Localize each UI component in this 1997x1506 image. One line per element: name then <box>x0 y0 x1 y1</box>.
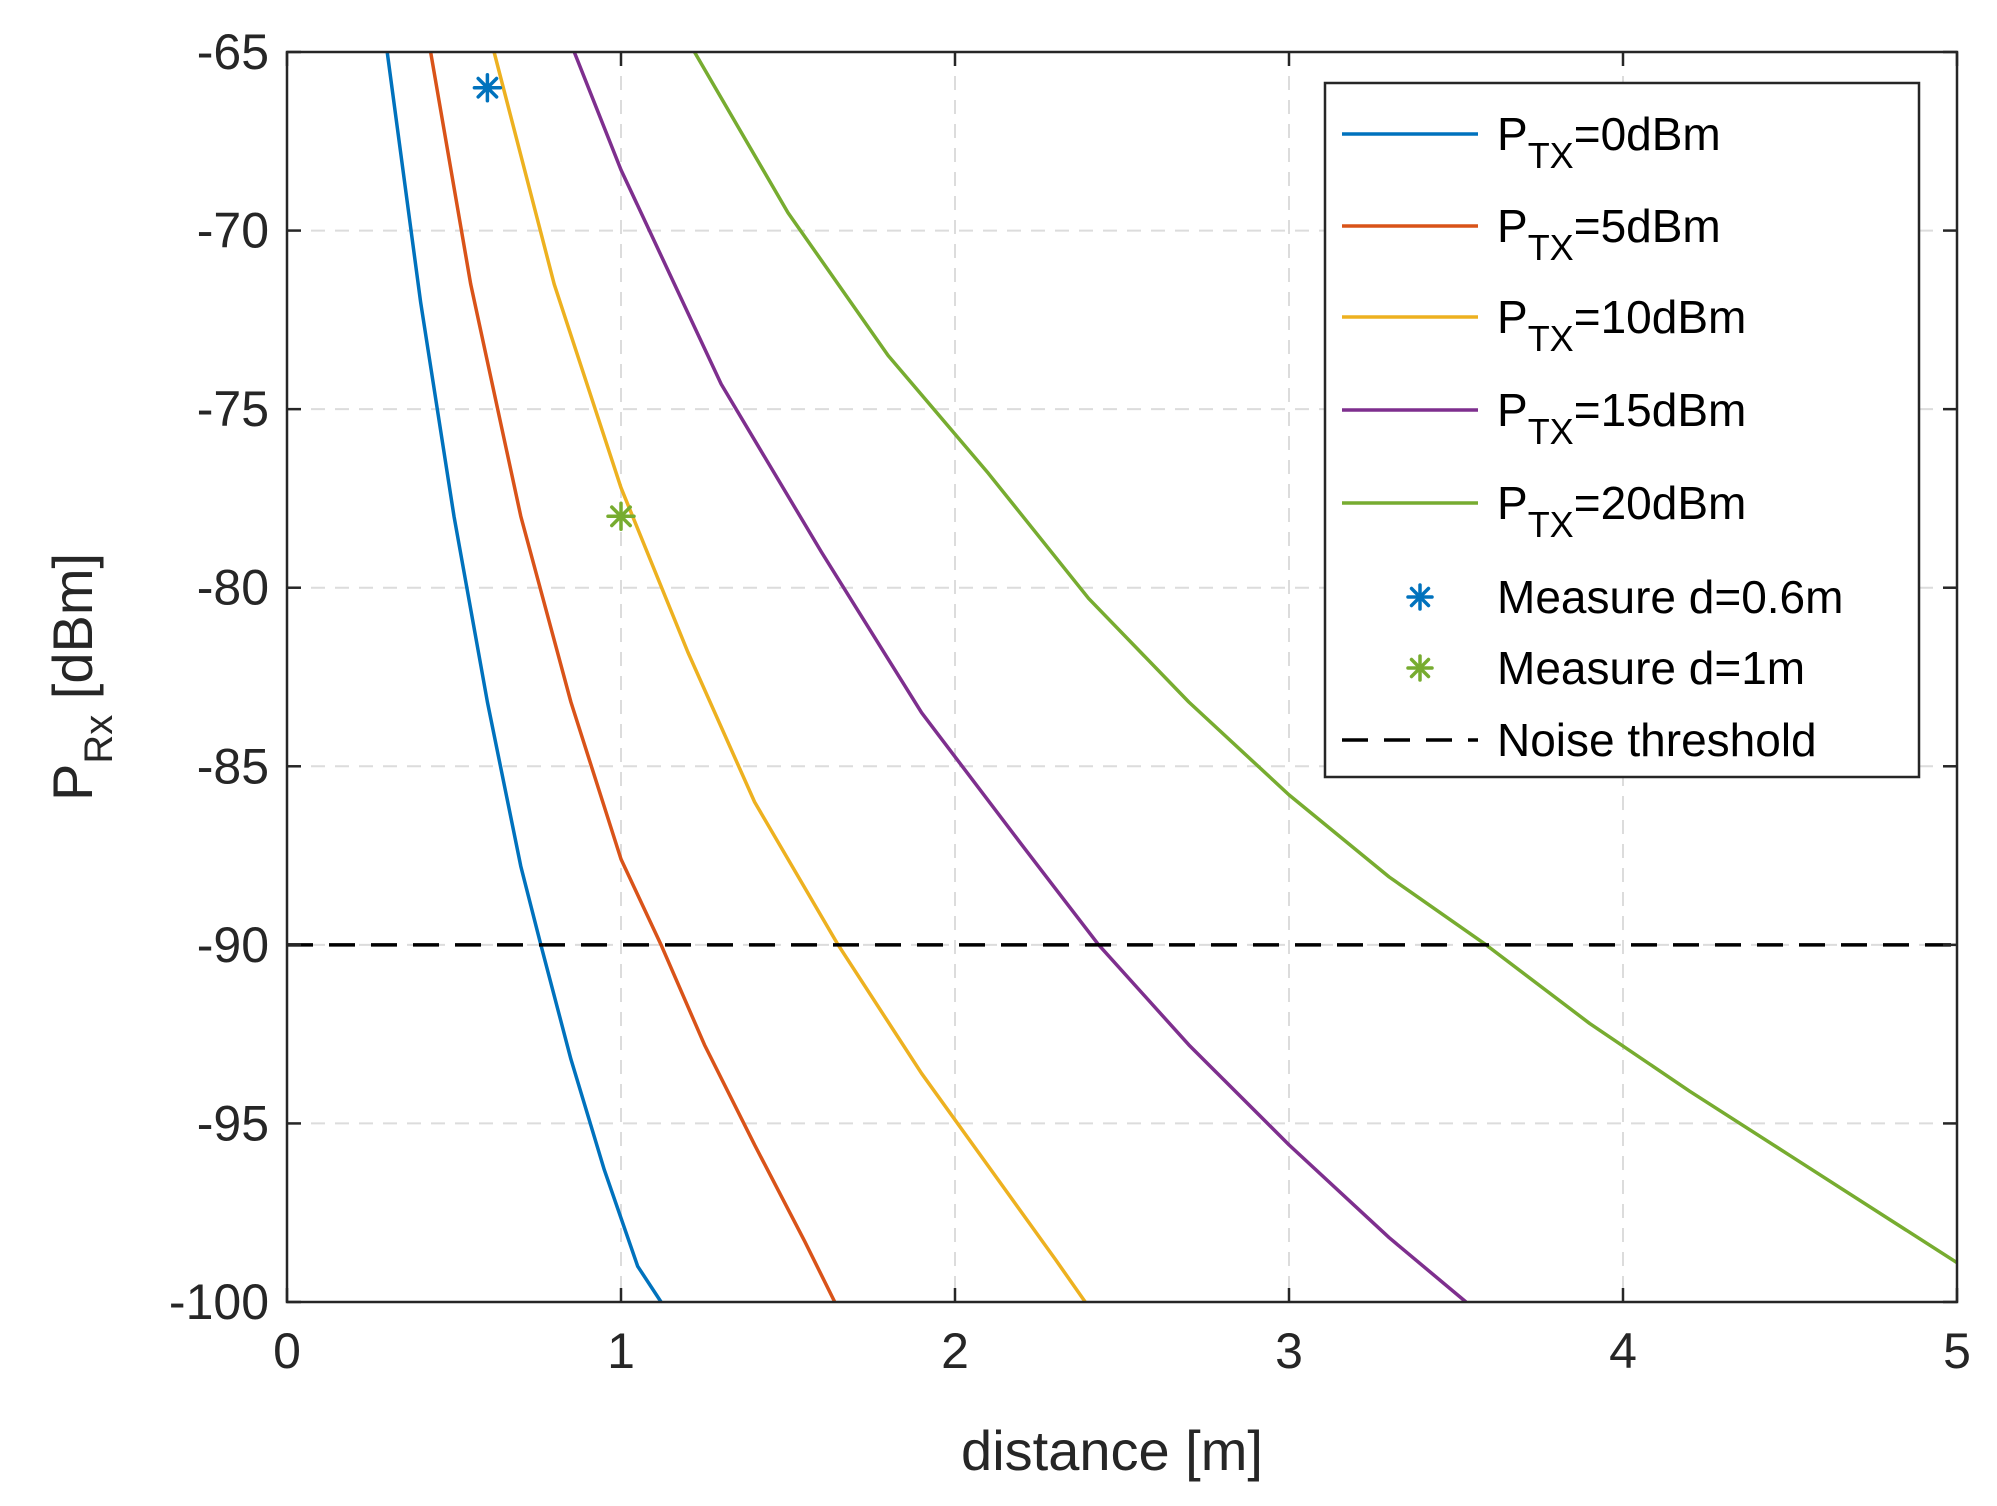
x-tick-label: 2 <box>941 1323 969 1379</box>
legend-marker-swatch-1 <box>1406 654 1434 682</box>
y-axis-label-sub: Rx <box>77 715 121 764</box>
legend-label-main: P <box>1497 384 1528 436</box>
legend-label-suffix: =15dBm <box>1574 384 1747 436</box>
axes-box <box>285 50 1959 1304</box>
legend-marker-label-0: Measure d=0.6m <box>1497 571 1843 623</box>
legend-marker-swatch-0-stroke <box>1409 586 1431 608</box>
legend-marker-swatch-0 <box>1406 583 1434 611</box>
legend-marker-label-1: Measure d=1m <box>1497 642 1805 694</box>
legend-marker-swatch-1-stroke <box>1409 657 1431 679</box>
y-tick-label: -80 <box>197 560 269 616</box>
measure-marker-0-stroke <box>476 76 499 99</box>
y-axis-label-suffix: [dBm] <box>41 553 104 715</box>
legend-label-suffix: =10dBm <box>1574 291 1747 343</box>
y-tick-label: -75 <box>197 381 269 437</box>
legend-label-main: P <box>1497 200 1528 252</box>
legend-label-0: PTX=0dBm <box>1497 108 1721 176</box>
legend-label-sub: TX <box>1528 411 1574 452</box>
legend-label-main: P <box>1497 291 1528 343</box>
legend-box <box>1323 81 1921 779</box>
series-line-0 <box>385 52 663 1302</box>
legend-threshold-label: Noise threshold <box>1497 714 1817 766</box>
y-tick-label: -95 <box>197 1095 269 1151</box>
series-line-2 <box>492 52 1087 1302</box>
legend-label-suffix: =5dBm <box>1574 200 1721 252</box>
y-tick-label: -85 <box>197 738 269 794</box>
series-group <box>287 52 1957 1302</box>
x-tick-label: 3 <box>1275 1323 1303 1379</box>
legend-label-suffix: =20dBm <box>1574 477 1747 529</box>
legend-label-main: P <box>1497 477 1528 529</box>
measure-marker-1-stroke <box>610 505 632 528</box>
legend-label-2: PTX=10dBm <box>1497 291 1746 359</box>
y-tick-label: -65 <box>197 24 269 80</box>
measure-marker-0 <box>472 72 503 103</box>
legend-label-1: PTX=5dBm <box>1497 200 1721 268</box>
x-tick-label: 5 <box>1943 1323 1971 1379</box>
legend-label-main: P <box>1497 108 1528 160</box>
legend-label-suffix: =0dBm <box>1574 108 1721 160</box>
legend-label-3: PTX=15dBm <box>1497 384 1746 452</box>
series-line-1 <box>428 52 837 1302</box>
y-axis-label-main: P <box>41 764 104 801</box>
y-tick-label: -100 <box>169 1274 269 1330</box>
legend-label-4: PTX=20dBm <box>1497 477 1746 545</box>
y-tick-label: -70 <box>197 203 269 259</box>
series-line-3 <box>572 52 1468 1302</box>
x-tick-label: 1 <box>607 1323 635 1379</box>
series-line-4 <box>692 52 1957 1265</box>
measure-marker-1 <box>606 501 636 532</box>
legend-label-sub: TX <box>1528 504 1574 545</box>
x-axis-label: distance [m] <box>961 1419 1263 1482</box>
legend-label-sub: TX <box>1528 135 1574 176</box>
y-tick-label: -90 <box>197 917 269 973</box>
legend-label-sub: TX <box>1528 318 1574 359</box>
legend-label-sub: TX <box>1528 227 1574 268</box>
x-tick-label: 4 <box>1609 1323 1637 1379</box>
y-axis-label: PRx [dBm] <box>41 553 121 801</box>
x-tick-label: 0 <box>273 1323 301 1379</box>
